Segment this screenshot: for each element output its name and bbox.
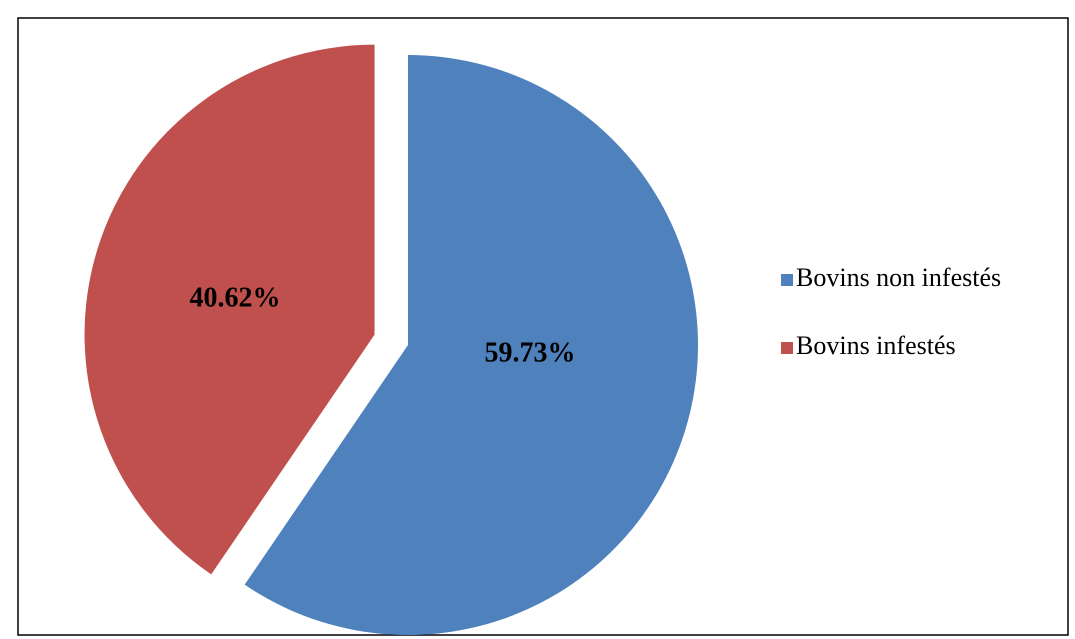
legend-swatch [781, 342, 793, 354]
legend-label: Bovins non infestés [796, 263, 1001, 292]
pie-slice [244, 55, 699, 635]
legend-swatch [781, 274, 793, 286]
data-label: 59.73% [485, 337, 576, 368]
legend-label: Bovins infestés [796, 331, 956, 360]
data-label: 40.62% [190, 282, 281, 313]
pie-slice [84, 44, 375, 575]
